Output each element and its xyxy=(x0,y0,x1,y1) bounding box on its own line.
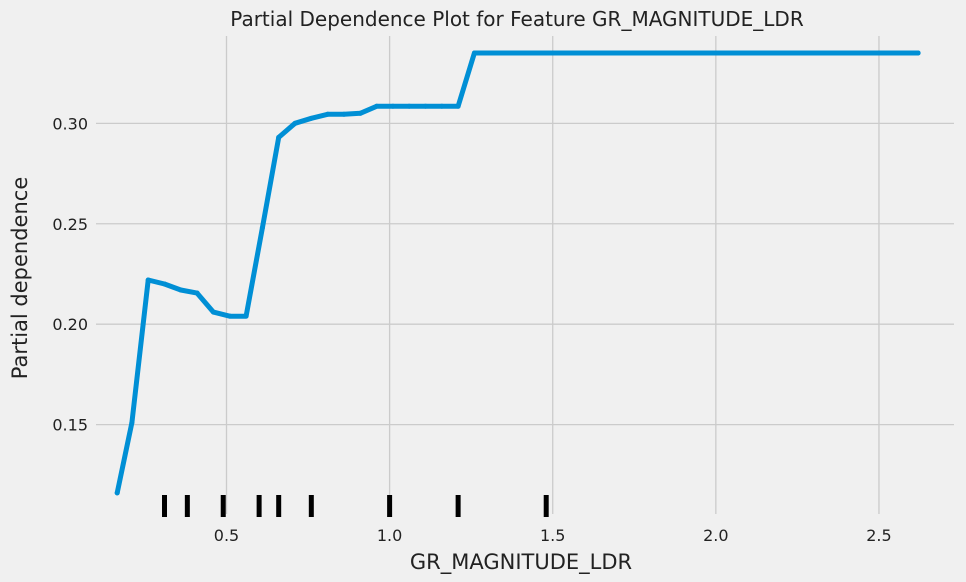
data-point xyxy=(488,50,494,56)
x-tick-label: 2.5 xyxy=(866,526,891,545)
chart-title: Partial Dependence Plot for Feature GR_M… xyxy=(230,7,804,31)
x-axis-ticks: 0.5 1.0 1.5 2.0 2.5 xyxy=(214,526,892,545)
data-point xyxy=(341,111,347,117)
data-point xyxy=(406,103,412,109)
x-tick-label: 1.0 xyxy=(377,526,402,545)
data-point xyxy=(259,225,265,231)
data-point xyxy=(308,115,314,121)
x-tick-label: 1.5 xyxy=(540,526,565,545)
x-tick-label: 2.0 xyxy=(703,526,728,545)
data-point xyxy=(915,50,921,56)
data-point xyxy=(129,420,135,426)
y-axis-ticks: 0.15 0.20 0.25 0.30 xyxy=(52,114,88,434)
y-tick-label: 0.15 xyxy=(52,416,88,435)
y-tick-label: 0.25 xyxy=(52,215,88,234)
series-points xyxy=(114,50,921,496)
data-point xyxy=(422,103,428,109)
data-point xyxy=(114,490,120,496)
rug-marks xyxy=(162,495,549,517)
data-point xyxy=(471,50,477,56)
data-point xyxy=(374,103,380,109)
data-point xyxy=(455,103,461,109)
x-axis-label: GR_MAGNITUDE_LDR xyxy=(410,550,632,575)
series-line xyxy=(114,50,921,496)
y-tick-label: 0.30 xyxy=(52,114,88,133)
data-point xyxy=(194,290,200,296)
data-point xyxy=(227,313,233,319)
data-point xyxy=(276,134,282,140)
data-point xyxy=(162,281,168,287)
data-point xyxy=(178,287,184,293)
data-point xyxy=(145,277,151,283)
data-point xyxy=(292,120,298,126)
y-axis-label: Partial dependence xyxy=(8,177,32,380)
data-point xyxy=(210,309,216,315)
data-point xyxy=(439,103,445,109)
grid-lines xyxy=(96,36,954,514)
y-tick-label: 0.20 xyxy=(52,315,88,334)
x-tick-label: 0.5 xyxy=(214,526,239,545)
data-point xyxy=(243,313,249,319)
data-point xyxy=(325,111,331,117)
data-point xyxy=(390,103,396,109)
data-point xyxy=(357,110,363,116)
